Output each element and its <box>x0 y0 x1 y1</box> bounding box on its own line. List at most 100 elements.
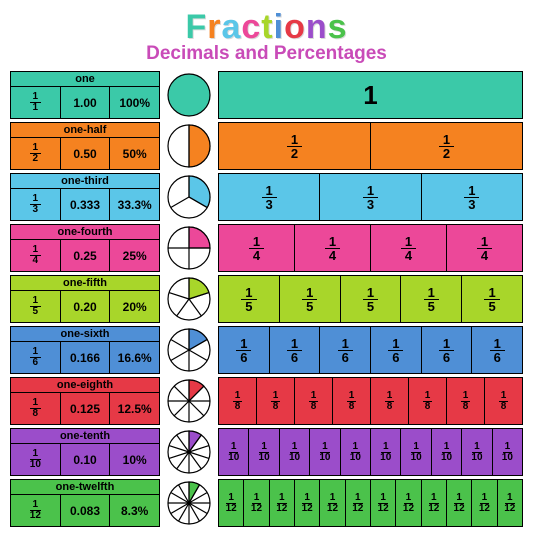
bar-segment: 110 <box>371 429 401 475</box>
fraction-rows: one111.00100%1one-half120.5050%1212one-t… <box>10 71 523 527</box>
bar-segment: 16 <box>371 327 422 373</box>
bar-segment: 110 <box>219 429 249 475</box>
decimal-cell: 1.00 <box>61 87 111 118</box>
bar-segment: 18 <box>409 378 447 424</box>
bar-segment: 18 <box>447 378 485 424</box>
fraction-bar: 161616161616 <box>218 326 523 374</box>
fraction-row: one-fifth150.2020%1515151515 <box>10 275 523 323</box>
fraction-cell: 12 <box>11 138 61 169</box>
decimal-cell: 0.125 <box>61 393 111 424</box>
fraction-name: one-fourth <box>11 225 159 240</box>
fraction-row: one-twelfth1120.0838.3%11211211211211211… <box>10 479 523 527</box>
fraction-cell: 13 <box>11 189 61 220</box>
percent-cell: 25% <box>110 240 159 271</box>
fraction-name: one-fifth <box>11 276 159 291</box>
fraction-name: one-twelfth <box>11 480 159 495</box>
decimal-cell: 0.20 <box>61 291 111 322</box>
bar-segment: 112 <box>396 480 421 526</box>
value-box: one-sixth160.16616.6% <box>10 326 160 374</box>
fraction-name: one-third <box>11 174 159 189</box>
fraction-row: one-tenth1100.1010%110110110110110110110… <box>10 428 523 476</box>
fraction-name: one-eighth <box>11 378 159 393</box>
bar-segment: 112 <box>270 480 295 526</box>
pie-icon <box>166 123 212 169</box>
fraction-cell: 15 <box>11 291 61 322</box>
bar-segment: 16 <box>270 327 321 373</box>
bar-segment: 112 <box>498 480 522 526</box>
bar-segment: 16 <box>422 327 473 373</box>
fraction-name: one <box>11 72 159 87</box>
fraction-cell: 11 <box>11 87 61 118</box>
pie-icon <box>166 378 212 424</box>
bar-segment: 112 <box>422 480 447 526</box>
bar-segment: 12 <box>219 123 371 169</box>
value-box: one-twelfth1120.0838.3% <box>10 479 160 527</box>
fraction-bar: 1212 <box>218 122 523 170</box>
bar-segment: 110 <box>280 429 310 475</box>
pie-icon <box>166 72 212 118</box>
percent-cell: 33.3% <box>110 189 159 220</box>
bar-segment: 15 <box>341 276 402 322</box>
bar-segment: 14 <box>295 225 371 271</box>
percent-cell: 10% <box>110 444 159 475</box>
bar-segment: 112 <box>295 480 320 526</box>
bar-segment: 18 <box>333 378 371 424</box>
bar-segment: 112 <box>346 480 371 526</box>
value-box: one-fourth140.2525% <box>10 224 160 272</box>
fraction-bar: 1 <box>218 71 523 119</box>
bar-segment: 16 <box>320 327 371 373</box>
fraction-row: one-eighth180.12512.5%1818181818181818 <box>10 377 523 425</box>
fraction-row: one-half120.5050%1212 <box>10 122 523 170</box>
fraction-name: one-half <box>11 123 159 138</box>
fraction-bar: 110110110110110110110110110110 <box>218 428 523 476</box>
bar-segment: 112 <box>371 480 396 526</box>
pie-icon <box>166 174 212 220</box>
bar-segment: 15 <box>219 276 280 322</box>
bar-segment: 1 <box>219 72 522 118</box>
value-box: one-eighth180.12512.5% <box>10 377 160 425</box>
fraction-cell: 112 <box>11 495 61 526</box>
value-box: one111.00100% <box>10 71 160 119</box>
title: Fractions <box>10 8 523 47</box>
value-box: one-half120.5050% <box>10 122 160 170</box>
fraction-row: one111.00100% 1 <box>10 71 523 119</box>
pie-icon <box>166 276 212 322</box>
bar-segment: 13 <box>219 174 320 220</box>
fraction-bar: 131313 <box>218 173 523 221</box>
bar-segment: 15 <box>401 276 462 322</box>
bar-segment: 18 <box>257 378 295 424</box>
bar-segment: 18 <box>485 378 522 424</box>
pie-icon <box>166 480 212 526</box>
fraction-cell: 18 <box>11 393 61 424</box>
fraction-cell: 110 <box>11 444 61 475</box>
decimal-cell: 0.50 <box>61 138 111 169</box>
pie-icon <box>166 429 212 475</box>
fraction-row: one-sixth160.16616.6% 161616161616 <box>10 326 523 374</box>
bar-segment: 110 <box>249 429 279 475</box>
subtitle: Decimals and Percentages <box>10 43 523 65</box>
percent-cell: 8.3% <box>110 495 159 526</box>
pie-icon <box>166 225 212 271</box>
fraction-name: one-tenth <box>11 429 159 444</box>
bar-segment: 110 <box>462 429 492 475</box>
bar-segment: 110 <box>310 429 340 475</box>
bar-segment: 18 <box>219 378 257 424</box>
bar-segment: 14 <box>447 225 522 271</box>
percent-cell: 20% <box>110 291 159 322</box>
fraction-bar: 1818181818181818 <box>218 377 523 425</box>
bar-segment: 110 <box>432 429 462 475</box>
decimal-cell: 0.166 <box>61 342 111 373</box>
fraction-bar: 1515151515 <box>218 275 523 323</box>
bar-segment: 112 <box>472 480 497 526</box>
percent-cell: 100% <box>110 87 159 118</box>
bar-segment: 110 <box>401 429 431 475</box>
bar-segment: 14 <box>371 225 447 271</box>
bar-segment: 18 <box>295 378 333 424</box>
bar-segment: 14 <box>219 225 295 271</box>
bar-segment: 16 <box>472 327 522 373</box>
fraction-bar: 112112112112112112112112112112112112 <box>218 479 523 527</box>
bar-segment: 12 <box>371 123 522 169</box>
bar-segment: 112 <box>320 480 345 526</box>
bar-segment: 112 <box>244 480 269 526</box>
value-box: one-third130.33333.3% <box>10 173 160 221</box>
